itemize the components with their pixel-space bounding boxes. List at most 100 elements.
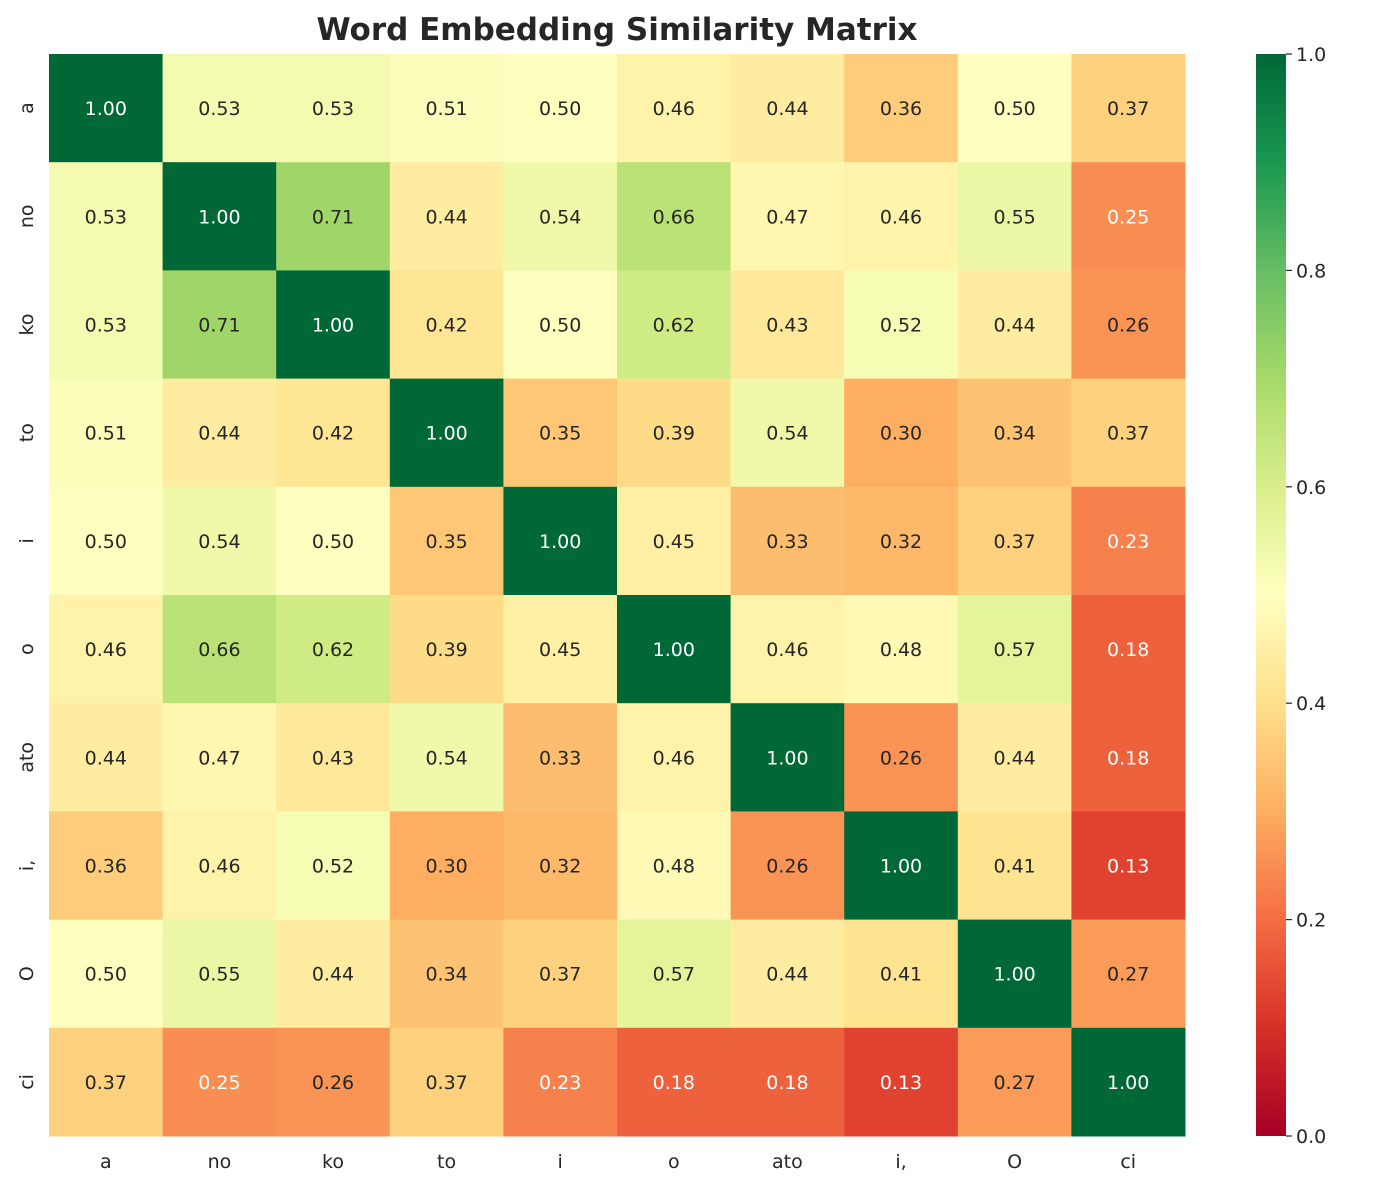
heatmap-cell (617, 919, 732, 1029)
y-tick-label: i, (16, 860, 38, 871)
y-tick-label: ato (16, 742, 38, 773)
heatmap-cell (730, 811, 845, 921)
cell-value-label: 0.51 (425, 98, 467, 120)
heatmap-cell (389, 54, 504, 163)
heatmap-cell (844, 703, 959, 812)
cell-value-label: 0.46 (653, 747, 695, 769)
cell-value-label: 0.54 (425, 747, 467, 769)
cell-value-label: 0.44 (425, 206, 467, 228)
cell-value-label: 1.00 (425, 423, 467, 445)
heatmap-cell (730, 1027, 845, 1137)
cell-value-label: 0.44 (993, 747, 1035, 769)
cell-value-label: 0.46 (85, 639, 127, 661)
heatmap-cell (49, 54, 164, 163)
x-tick-label: i (558, 1151, 563, 1173)
heatmap-cell (503, 270, 618, 380)
cell-value-label: 0.62 (653, 315, 695, 337)
cell-value-label: 0.50 (539, 315, 581, 337)
cell-value-label: 0.44 (766, 964, 808, 986)
heatmap-cell (389, 703, 504, 812)
y-tick-label: o (16, 643, 38, 655)
colorbar-gradient (1256, 54, 1286, 1136)
heatmap-cell (844, 1027, 959, 1137)
cell-value-label: 0.23 (539, 1072, 581, 1094)
heatmap-cell (844, 54, 959, 163)
cell-value-label: 1.00 (766, 747, 808, 769)
heatmap-cell (844, 919, 959, 1029)
heatmap-cell (617, 486, 732, 596)
heatmap-cell (844, 378, 959, 488)
heatmap-cell (162, 270, 277, 380)
cell-value-label: 0.32 (539, 856, 581, 878)
heatmap-cell (49, 919, 164, 1029)
cell-value-label: 0.41 (993, 856, 1035, 878)
cell-value-label: 0.39 (425, 639, 467, 661)
cell-value-label: 0.47 (198, 747, 240, 769)
cell-value-label: 0.44 (993, 315, 1035, 337)
y-tick-label: to (16, 423, 38, 442)
y-tick-label: ci (16, 1074, 38, 1090)
cell-value-label: 0.50 (539, 98, 581, 120)
cell-value-label: 0.25 (198, 1072, 240, 1094)
cell-value-label: 0.50 (85, 964, 127, 986)
heatmap-cell (276, 270, 391, 380)
y-axis-ticks: a no ko to i o ato i, Oci (16, 102, 38, 1089)
cell-value-label: 0.26 (766, 856, 808, 878)
cell-value-label: 0.66 (653, 206, 695, 228)
heatmap-cell (617, 162, 732, 271)
colorbar-tick-label: 0.0 (1296, 1126, 1326, 1148)
cell-value-label: 0.37 (1107, 423, 1149, 445)
cell-value-label: 0.44 (766, 98, 808, 120)
cell-value-label: 0.36 (880, 98, 922, 120)
heatmap-cell (162, 595, 277, 704)
heatmap-cell (957, 54, 1072, 163)
colorbar-tick-label: 1.0 (1296, 44, 1326, 66)
heatmap-cell (162, 919, 277, 1029)
colorbar-tick-label: 0.8 (1296, 260, 1326, 282)
heatmap-cell (389, 378, 504, 488)
cell-value-label: 0.46 (198, 856, 240, 878)
heatmap-cell (503, 703, 618, 812)
heatmap-cell (389, 919, 504, 1029)
heatmap-cell (49, 486, 164, 596)
heatmap-cell (730, 378, 845, 488)
heatmap-cell (503, 162, 618, 271)
heatmap-cell (503, 378, 618, 488)
heatmap-cell (730, 486, 845, 596)
heatmap-cell (162, 54, 277, 163)
heatmap-cell (844, 811, 959, 921)
colorbar-tick-label: 0.2 (1296, 910, 1326, 932)
heatmap-cell (276, 811, 391, 921)
cell-value-label: 0.37 (1107, 98, 1149, 120)
cell-value-label: 0.27 (1107, 964, 1149, 986)
cell-value-label: 0.46 (653, 98, 695, 120)
heatmap-cell (49, 703, 164, 812)
cell-value-label: 0.26 (312, 1072, 354, 1094)
x-tick-label: O (1007, 1151, 1022, 1173)
cell-value-label: 0.53 (198, 98, 240, 120)
cell-value-label: 0.44 (312, 964, 354, 986)
cell-value-label: 0.41 (880, 964, 922, 986)
heatmap-cell (389, 486, 504, 596)
heatmap-cell (276, 162, 391, 271)
heatmap-cell (49, 162, 164, 271)
heatmap-cell (957, 270, 1072, 380)
cell-value-label: 0.71 (312, 206, 354, 228)
heatmap-cell (730, 919, 845, 1029)
heatmap-cells: 1.00 0.53 0.53 0.51 0.50 0.46 0.44 0.36 0.50 0.37… (49, 54, 1186, 1137)
x-tick-label: o (668, 1151, 680, 1173)
heatmap-cell (49, 270, 164, 380)
heatmap-cell (730, 162, 845, 271)
y-tick-label: no (16, 204, 38, 228)
cell-value-label: 0.18 (766, 1072, 808, 1094)
cell-value-label: 0.13 (880, 1072, 922, 1094)
heatmap-cell (957, 703, 1072, 812)
y-tick-label: i (16, 538, 38, 543)
heatmap-cell (1071, 1027, 1186, 1137)
y-tick-label: a (16, 102, 38, 114)
x-tick-label: no (208, 1151, 232, 1173)
heatmap-cell (957, 595, 1072, 704)
heatmap-cell (276, 54, 391, 163)
cell-value-label: 0.53 (85, 206, 127, 228)
cell-value-label: 0.71 (198, 315, 240, 337)
